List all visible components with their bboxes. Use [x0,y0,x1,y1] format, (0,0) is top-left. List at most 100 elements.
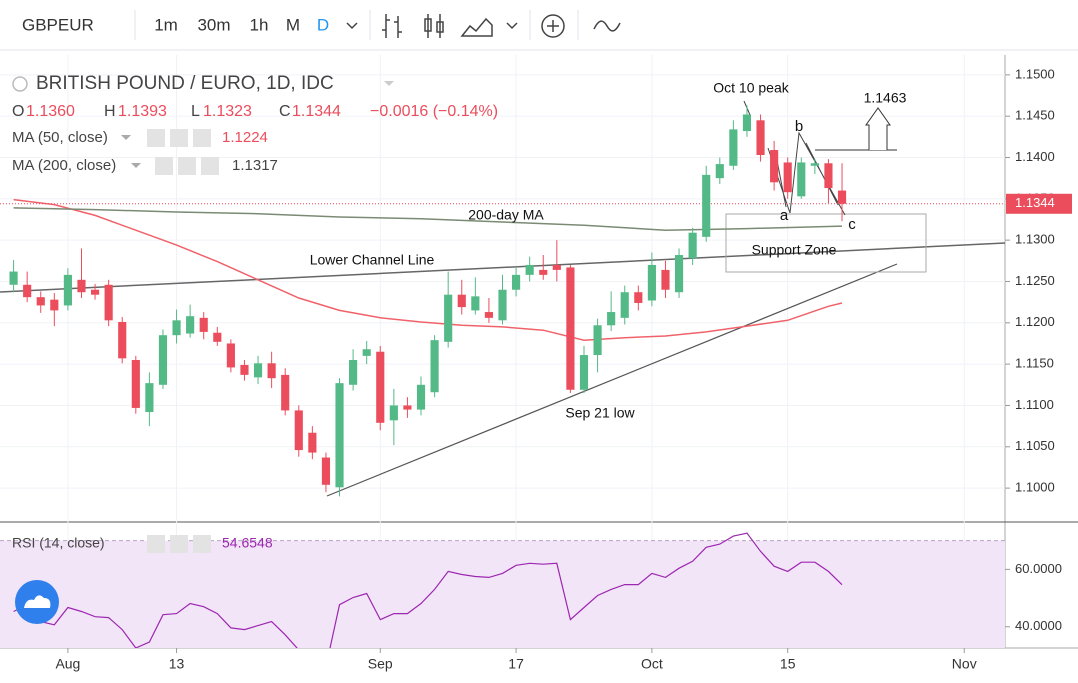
candle-body [416,384,426,410]
candle-body [837,190,847,204]
annotation: a [780,207,789,224]
legend-entry: MA (50, close) [12,129,108,146]
ohlc-value: 1.1360 [26,103,75,120]
y-tick-label: 1.1400 [1015,149,1055,164]
rsi-title: RSI (14, close) [12,535,105,551]
candle-body [471,296,480,311]
candle-body [607,312,616,326]
y-tick-label: 1.1000 [1015,480,1055,495]
moving-average [13,207,843,231]
candle-body [294,410,303,451]
y-tick-label: 1.1300 [1015,232,1055,247]
x-tick-label: Oct [641,656,663,672]
add-icon[interactable] [541,14,565,38]
x-tick-label: Aug [55,656,80,672]
candle-body [362,349,371,356]
candle-body [172,320,181,336]
candle-body [539,269,548,275]
y-tick-label: 1.1100 [1015,397,1054,412]
candle-body [9,271,18,285]
ohlc-value: 1.1393 [118,103,167,120]
rsi-value: 54.6548 [222,535,273,551]
price-pane [0,100,1005,497]
legend-menu[interactable] [384,81,394,86]
last-price-label: 1.1344 [1015,195,1055,210]
y-tick-label: 1.1200 [1015,314,1055,329]
candle-body [498,289,507,321]
legend-buttons [147,535,211,553]
target-arrow [865,107,891,150]
candle-body [308,432,317,453]
interval[interactable]: 30m [197,15,230,34]
candle-body [783,162,792,193]
candle-body [742,114,752,132]
candle-body [104,284,113,321]
candle-body [634,292,643,303]
candle-body [240,364,249,375]
legend-buttons [155,157,219,175]
candle-body [321,457,331,485]
moving-average [13,198,843,341]
annotation: Support Zone [752,242,837,258]
indicators-icon[interactable] [593,20,621,32]
ohlc-key: C [279,103,291,120]
legend-menu[interactable] [131,163,141,168]
annotation: c [848,216,856,233]
symbol[interactable]: GBPEUR [22,15,94,34]
x-tick-label: 17 [508,656,524,672]
candle-body [430,340,439,393]
candle-body [512,274,521,290]
legend-menu[interactable] [121,135,131,140]
candle-body [579,355,589,390]
candle-body [797,162,806,197]
support-zone [725,213,927,273]
candles-icon[interactable] [424,14,444,38]
candle-body [661,269,670,290]
annotation: Oct 10 peak [713,80,789,96]
ohlc-value: 1.1323 [203,103,252,120]
candle-body [226,343,235,368]
candle-body [63,274,72,306]
candle-body [253,363,263,378]
candle-body [729,129,738,166]
candle-body [770,150,779,183]
toolbar [0,0,1078,50]
ohlc-value: 1.1344 [292,103,341,120]
interval[interactable]: 1m [154,15,178,34]
legend-value: 1.1317 [232,157,278,174]
area-icon[interactable] [460,17,493,37]
candle-body [145,383,154,413]
interval[interactable]: 1h [250,15,269,34]
x-tick-label: 15 [780,656,796,672]
candle-body [36,297,45,306]
candle-body [756,120,765,156]
x-tick-label: Nov [952,656,977,672]
logo-cloud [24,595,51,608]
candle-body [131,359,140,408]
candle-body [566,267,575,390]
last-price-box [1006,193,1072,214]
add-icon-plus [547,20,559,32]
annotation: b [795,118,803,135]
candle-body [824,163,833,189]
candle-body [199,317,208,332]
chart-type-menu[interactable] [506,22,518,30]
candle-body [484,312,493,318]
interval-active[interactable]: D [317,15,329,34]
candle-body [552,264,561,270]
candle-body [118,321,127,359]
rsi-pane [0,532,1005,648]
rsi-band [0,540,1005,648]
candle-body [620,292,629,318]
lower-channel-line [0,242,1005,293]
candle-body [389,405,398,421]
x-tick-label: 13 [169,656,185,672]
bars-icon[interactable] [382,14,402,38]
rsi-line [13,532,843,648]
annotation: 1.1463 [864,90,907,106]
candle-body [158,335,168,385]
interval-menu[interactable] [346,22,358,30]
interval[interactable]: M [286,15,300,34]
candle-body [674,255,684,293]
